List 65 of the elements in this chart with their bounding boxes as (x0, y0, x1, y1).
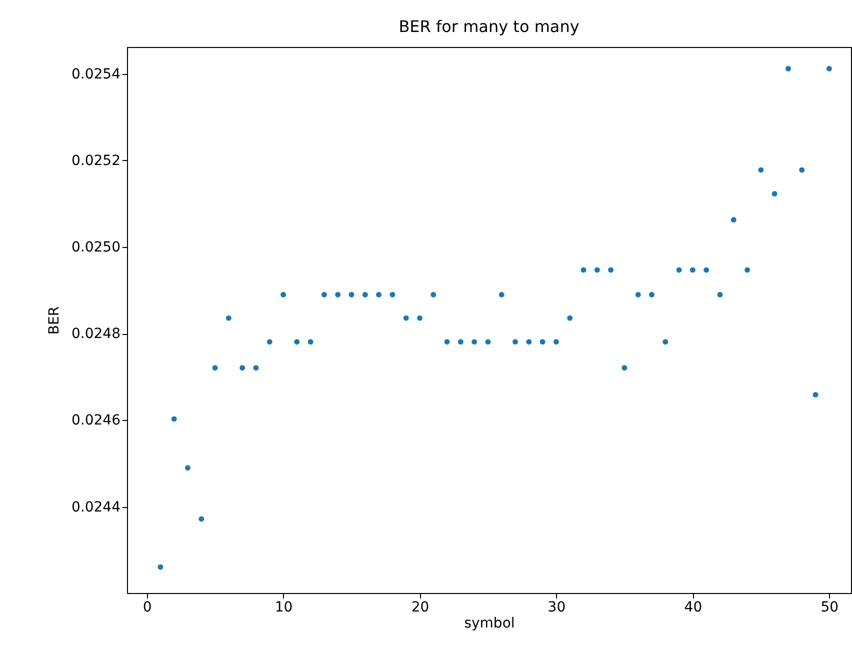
point (553, 339, 559, 345)
point (212, 365, 218, 371)
point (430, 292, 436, 298)
point (294, 339, 300, 345)
point (184, 465, 190, 471)
point (758, 167, 764, 173)
y-axis-title: BER (46, 306, 63, 335)
point (526, 339, 532, 345)
point (321, 292, 327, 298)
point (717, 292, 723, 298)
point (635, 292, 641, 298)
point (567, 315, 573, 321)
point (744, 267, 750, 273)
point (594, 267, 600, 273)
point (649, 292, 654, 298)
point (730, 217, 736, 222)
point (308, 339, 314, 345)
point (690, 267, 696, 273)
point (158, 564, 164, 570)
point (171, 416, 177, 422)
point (512, 339, 518, 345)
point (704, 267, 710, 273)
point (772, 191, 778, 197)
point (498, 292, 504, 298)
y-tick-label: 0.0254 (72, 66, 121, 82)
point (812, 392, 818, 398)
y-tick-label: 0.0250 (72, 240, 120, 256)
point (403, 315, 409, 321)
point (362, 292, 368, 298)
point (676, 267, 682, 273)
point (444, 339, 450, 345)
point (266, 339, 272, 345)
point (280, 292, 286, 298)
point (622, 365, 628, 371)
point (472, 339, 478, 345)
point (253, 365, 259, 371)
point (485, 339, 491, 345)
point (580, 267, 586, 273)
point (198, 516, 204, 522)
x-axis-title: symbol (464, 616, 515, 632)
point (458, 339, 464, 345)
point (799, 167, 805, 173)
x-tick-label: 10 (274, 600, 293, 616)
point (390, 292, 396, 298)
x-tick-label: 50 (820, 600, 839, 616)
y-tick-label: 0.0252 (72, 152, 120, 169)
point (662, 339, 668, 345)
point (826, 66, 832, 72)
x-tick-label: 20 (411, 600, 430, 616)
y-tick-label: 0.0244 (72, 499, 121, 516)
point (376, 292, 382, 298)
x-tick-label: 30 (548, 600, 566, 616)
x-tick-label: 0 (142, 600, 152, 616)
chart-title: BER for many to many (398, 17, 580, 36)
point (540, 339, 546, 345)
point (335, 292, 341, 298)
point (785, 66, 791, 72)
point (240, 365, 246, 371)
y-tick-label: 0.0248 (72, 326, 120, 342)
x-tick-label: 40 (684, 600, 702, 616)
y-tick-label: 0.0246 (72, 412, 121, 429)
point (608, 267, 614, 273)
point (226, 315, 232, 321)
point (417, 315, 422, 321)
point (348, 292, 354, 298)
